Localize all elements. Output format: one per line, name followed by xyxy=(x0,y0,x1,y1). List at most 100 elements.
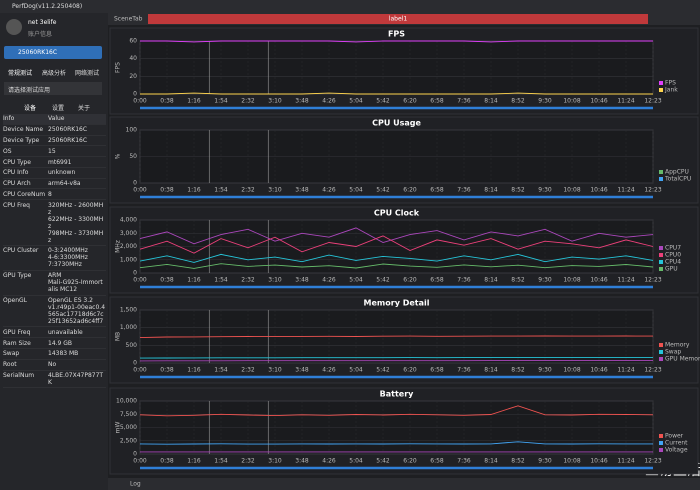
info-value: 4LBE.07X47P877TK xyxy=(48,371,104,386)
x-tick-label: 9:30 xyxy=(538,458,552,465)
x-tick-label: 9:30 xyxy=(538,277,552,284)
info-value: unavailable xyxy=(48,328,83,336)
info-value: 14.9 GB xyxy=(48,339,73,347)
series-line xyxy=(139,235,654,254)
info-tab[interactable]: 关于 xyxy=(78,105,91,112)
header-cell: Value xyxy=(48,115,65,123)
legend-label: AppCPU xyxy=(665,169,689,176)
device: 25060RK16C xyxy=(18,49,58,56)
x-tick-label: 5:42 xyxy=(376,277,390,284)
table-row: Device Type 25060RK16C xyxy=(3,136,106,147)
legend-swatch xyxy=(659,81,663,85)
x-tick-label: 6:20 xyxy=(403,187,417,194)
x-tick-label: 8:14 xyxy=(484,458,498,465)
info-label: GPU Freq xyxy=(3,328,31,336)
y-tick-label: 500 xyxy=(126,342,138,349)
x-tick-label: 6:20 xyxy=(403,367,417,374)
y-tick-label: 60 xyxy=(129,38,137,45)
x-tick-label: 2:32 xyxy=(241,277,255,284)
series-line xyxy=(139,357,653,359)
chart-title: CPU Clock xyxy=(374,209,420,218)
x-tick-label: 10:46 xyxy=(590,98,607,105)
y-tick-label: 5,000 xyxy=(120,424,137,431)
table-row: Device Name 25060RK16C xyxy=(3,125,106,136)
mode-tab[interactable]: 常规测试 xyxy=(8,70,33,77)
y-tick-label: 0 xyxy=(133,451,137,458)
x-tick-label: 7:36 xyxy=(457,187,471,194)
x-tick-label: 5:42 xyxy=(376,187,390,194)
mode-tab[interactable]: 高级分析 xyxy=(42,70,67,77)
x-tick-label: 9:30 xyxy=(538,367,552,374)
info-label: SerialNum xyxy=(3,371,35,379)
info-value: 0-3:2400MHz 4-6:3300MHz 7:3730MHz xyxy=(48,247,88,269)
x-tick-label: 11:24 xyxy=(617,187,634,194)
y-tick-label: 2,000 xyxy=(120,243,137,250)
info-value: 25060RK16C xyxy=(48,126,88,134)
table-row: Ram Size 14.9 GB xyxy=(3,338,106,349)
legend-swatch xyxy=(659,267,663,271)
x-tick-label: 4:26 xyxy=(322,458,336,465)
info-tab[interactable]: 设置 xyxy=(52,105,65,112)
x-tick-label: 5:04 xyxy=(349,98,363,105)
x-tick-label: 2:32 xyxy=(241,458,255,465)
info-value: 25060RK16C xyxy=(48,136,88,144)
series-line xyxy=(140,92,653,95)
y-tick-label: 0 xyxy=(133,91,137,98)
series-line xyxy=(139,335,654,339)
x-tick-label: 5:42 xyxy=(376,458,390,465)
app-title: PerfDog(v11.2.250408) xyxy=(12,3,83,10)
info-label: GPU Type xyxy=(3,272,32,280)
log[interactable]: Log xyxy=(130,481,141,488)
x-tick-label: 7:36 xyxy=(457,458,471,465)
table-row: OpenGL OpenGL ES 3.2 v1.r49p1-00eac0.4565… xyxy=(3,296,106,328)
table-row: Root No xyxy=(3,360,106,371)
info-table: Info Value Device Name 25060RK16C Device Typ… xyxy=(3,114,106,389)
x-tick-label: 0:00 xyxy=(133,277,147,284)
x-tick-label: 1:16 xyxy=(187,277,201,284)
legend-label: GPU xyxy=(665,266,678,273)
plot-area xyxy=(139,40,654,95)
info-label: CPU Freq xyxy=(3,201,30,209)
x-tick-label: 6:20 xyxy=(403,98,417,105)
x-tick-label: 8:52 xyxy=(511,187,525,194)
table-row: CPU Arch arm64-v8a xyxy=(3,179,106,190)
info-tab[interactable]: 设备 xyxy=(24,105,37,112)
mode-tab[interactable]: 网络测试 xyxy=(75,70,100,77)
x-tick-label: 1:16 xyxy=(187,367,201,374)
x-tick-label: 3:48 xyxy=(295,458,309,465)
series-line xyxy=(139,253,654,263)
x-tick-label: 1:16 xyxy=(187,98,201,105)
x-tick-label: 3:48 xyxy=(295,367,309,374)
table-row: CPU Info unknown xyxy=(3,168,106,179)
y-tick-label: 1,500 xyxy=(120,307,137,314)
legend-swatch xyxy=(659,260,663,264)
x-tick-label: 4:26 xyxy=(322,277,336,284)
y-tick-label: 1,000 xyxy=(120,256,137,263)
legend-swatch xyxy=(659,246,663,250)
x-tick-label: 4:26 xyxy=(322,187,336,194)
x-tick-label: 8:52 xyxy=(511,277,525,284)
x-tick-label: 8:14 xyxy=(484,98,498,105)
account[interactable]: 账户信息 xyxy=(28,31,53,38)
info-value: OpenGL ES 3.2 v1.r49p1-00eac0.4565ac1771… xyxy=(48,296,106,325)
x-tick-label: 6:58 xyxy=(430,277,444,284)
x-tick-label: 10:08 xyxy=(563,458,580,465)
x-tick-label: 3:48 xyxy=(295,277,309,284)
x-tick-label: 1:54 xyxy=(214,458,228,465)
app-select[interactable] xyxy=(4,82,102,95)
x-tick-label: 2:32 xyxy=(241,98,255,105)
label-bar[interactable] xyxy=(148,14,648,24)
x-tick-label: 10:46 xyxy=(590,458,607,465)
x-tick-label: 5:04 xyxy=(349,367,363,374)
scene-tab[interactable]: SceneTab xyxy=(114,16,143,23)
x-tick-label: 3:48 xyxy=(295,98,309,105)
device-button[interactable] xyxy=(4,46,102,59)
y-axis-label: MB xyxy=(115,332,122,341)
legend-label: CPU4 xyxy=(665,259,681,266)
x-tick-label: 0:38 xyxy=(160,187,174,194)
y-tick-label: 100 xyxy=(126,127,138,134)
x-tick-label: 3:10 xyxy=(268,277,282,284)
series-line xyxy=(139,441,653,445)
x-tick-label: 2:32 xyxy=(241,367,255,374)
x-tick-label: 11:24 xyxy=(617,277,634,284)
